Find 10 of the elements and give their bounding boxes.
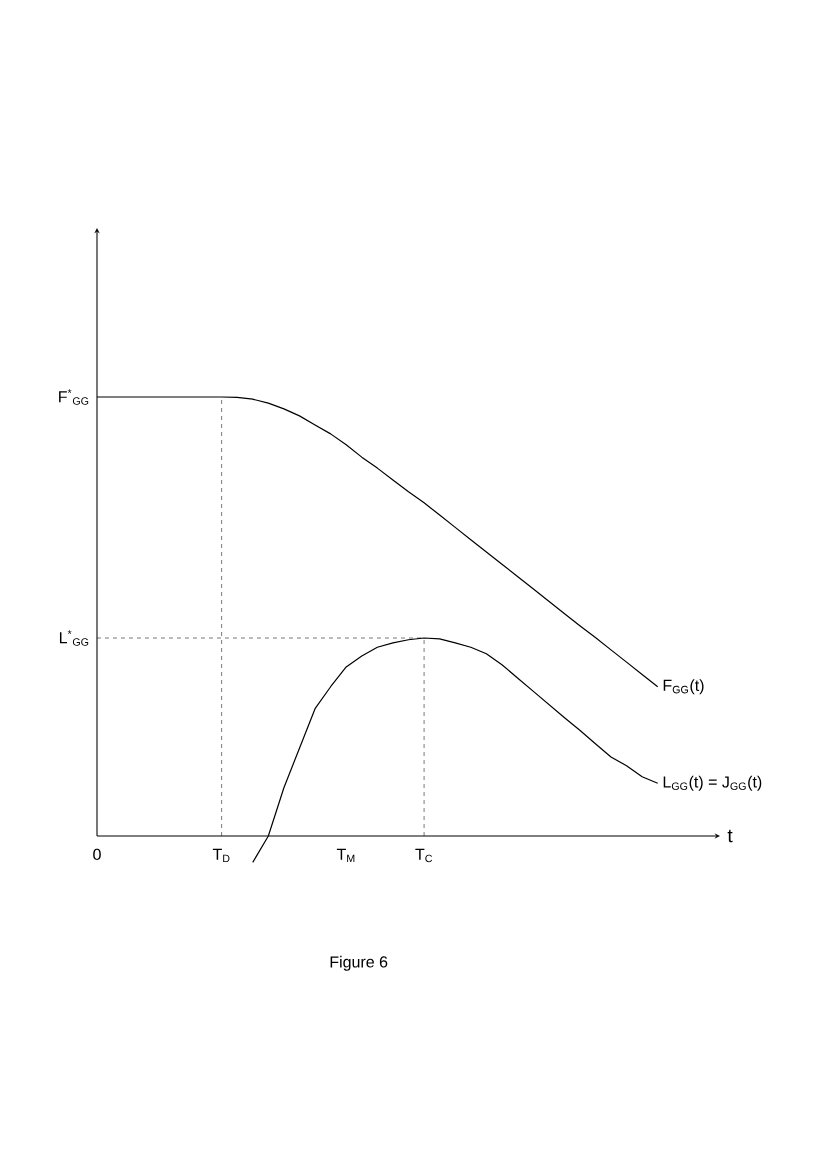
x-axis-title: t <box>727 829 733 843</box>
series-label: F$_{GG}$(t) <box>663 679 704 695</box>
series-label: L$_{GG}$(t) = J$_{GG}$(t) <box>663 775 762 791</box>
annotation: L$^{*}$GG <box>59 630 89 646</box>
x-tick-label: T$_{M}$ <box>336 848 355 863</box>
caption: Figure 6 <box>330 955 388 971</box>
annotation: F$^{*}$GG <box>59 389 89 405</box>
x-tick-label: T$_{C}$ <box>415 848 433 863</box>
x-tick-label: 0 <box>93 848 101 861</box>
x-tick-label: T$_{D}$ <box>212 848 230 863</box>
